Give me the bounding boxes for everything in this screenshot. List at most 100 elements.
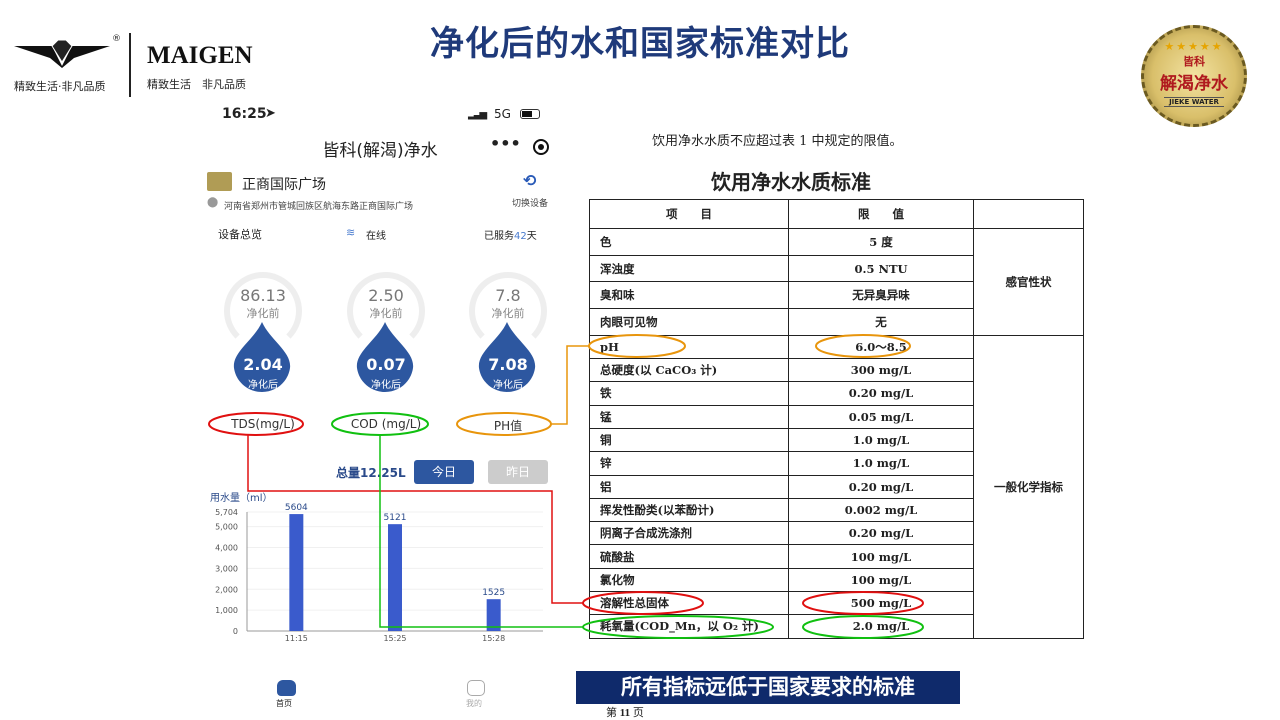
network-label: 5G [494,107,511,121]
gauge-arc [469,272,547,350]
limit-cell: 0.002 mg/L [788,497,974,523]
item-cell: 锌 [589,451,789,476]
table-row: 阴离子合成洗涤剂 0.20 mg/L [589,521,1084,546]
before-label: 净化前 [369,307,403,320]
item-cell: pH [589,334,789,360]
table-row: 浑浊度 0.5 NTU [589,254,1084,283]
parameter-label: TDS(mg/L) [231,417,295,431]
item-cell: 臭和味 [589,281,789,310]
table-row: pH 6.0～8.5 一般化学指标 [589,334,1084,639]
page-suffix: 页 [632,707,644,719]
after-value: 2.04 [243,355,283,374]
after-value: 7.08 [488,355,528,374]
page-prefix: 第 [606,707,617,719]
category-chemical: 一般化学指标 [973,334,1084,639]
item-cell: 色 [589,228,789,256]
tab-today[interactable]: 今日 [414,460,474,484]
online-status: 在线 [366,231,386,242]
limit-cell: 无异臭异味 [788,281,974,310]
user-icon[interactable] [467,680,485,696]
table-title: 饮用净水水质标准 [711,170,871,194]
gauge: 2.50 净化前 0.07 净化后 [347,272,425,392]
home-icon[interactable] [277,680,296,696]
location-arrow-icon: ➤ [265,106,276,121]
diamond-wings-icon [14,39,110,68]
gauge-arc [224,272,302,350]
wifi-icon: ≋ [346,226,356,239]
table-row: 铁 0.20 mg/L [589,381,1084,406]
limit-cell: 0.20 mg/L [788,521,974,546]
stars-icon: ★★★★★ [1164,40,1224,53]
limit-cell: 无 [788,308,974,336]
phone-screenshot: 16:25 ➤ ▂▃▅ 5G 皆科(解渴)净水 ••• 正商国际广场 ⬤ 河南省… [200,100,560,715]
nav-mine[interactable]: 我的 [466,699,482,708]
table-row: 锌 1.0 mg/L [589,451,1084,476]
chart-ylabel: 用水量（ml） [210,493,273,504]
parameter-label: PH值 [493,419,523,433]
brand-slogan: 精致生活 非凡品质 [147,78,246,91]
water-drop-icon [356,322,414,392]
page-number: 第 11 页 [606,704,644,720]
location-name: 正商国际广场 [242,177,326,193]
registered-mark: ® [112,34,121,44]
before-value: 7.8 [495,286,521,305]
before-label: 净化前 [246,307,280,320]
service-suffix: 天 [526,231,537,242]
after-value: 0.07 [366,355,406,374]
item-cell: 锰 [589,404,789,429]
limit-cell: 0.05 mg/L [788,404,974,429]
service-days-value: 42 [514,231,527,242]
limit-cell: 300 mg/L [788,358,974,383]
table-row: 铝 0.20 mg/L [589,474,1084,499]
gauge: 7.8 净化前 7.08 净化后 [469,272,547,392]
item-cell: 总硬度(以 CaCO₃ 计) [589,358,789,383]
after-label: 净化后 [371,380,401,391]
tab-yesterday[interactable]: 昨日 [488,460,548,484]
header-category [973,199,1084,229]
limit-cell: 500 mg/L [788,591,974,616]
item-cell: 浑浊度 [589,254,789,283]
standard-note: 饮用净水水质不应超过表 1 中规定的限值。 [652,134,903,149]
service-days: 已服务42天 [484,227,537,242]
limit-cell: 1.0 mg/L [788,427,974,453]
before-value: 2.50 [368,286,404,305]
table-row: 铜 1.0 mg/L [589,427,1084,453]
limit-cell: 5 度 [788,228,974,256]
divider [129,33,131,97]
nav-home[interactable]: 首页 [276,699,292,708]
service-prefix: 已服务 [484,231,514,242]
water-drop-icon [478,322,536,392]
item-cell: 铜 [589,427,789,453]
table-row: 挥发性酚类(以苯酚计) 0.002 mg/L [589,497,1084,523]
map-pin-icon: ⬤ [207,197,219,208]
jieke-logo: ★★★★★ 皆科 解渴净水 JIEKE WATER [1141,25,1247,127]
close-target-icon[interactable] [533,139,549,155]
item-cell: 阴离子合成洗涤剂 [589,521,789,546]
limit-cell: 1.0 mg/L [788,451,974,476]
item-cell: 挥发性酚类(以苯酚计) [589,497,789,523]
more-icon[interactable]: ••• [490,134,521,153]
limit-cell: 0.5 NTU [788,254,974,283]
status-time: 16:25 [222,106,267,122]
table-row: 氯化物 100 mg/L [589,567,1084,593]
limit-cell: 0.20 mg/L [788,381,974,406]
overview-label: 设备总览 [218,228,262,241]
switch-icon[interactable]: ⟲ [523,171,537,190]
limit-cell: 100 mg/L [788,567,974,593]
logo-text: JIEKE WATER [1164,97,1224,107]
logo-text: 皆科 [1183,55,1205,68]
conclusion-banner: 所有指标远低于国家要求的标准 [576,671,960,704]
item-cell: 氯化物 [589,567,789,593]
header-item: 项 目 [589,199,789,229]
after-label: 净化后 [493,380,523,391]
switch-device-button[interactable]: 切换设备 [512,199,549,209]
slogan: 精致生活·非凡品质 [14,80,106,93]
limit-cell: 0.20 mg/L [788,474,974,499]
table-row: 肉眼可见物无 [589,308,1084,336]
limit-cell: 100 mg/L [788,544,974,569]
slide-title: 净化后的水和国家标准对比 [430,24,850,64]
water-drop-icon [233,322,291,392]
item-cell: 铝 [589,474,789,499]
